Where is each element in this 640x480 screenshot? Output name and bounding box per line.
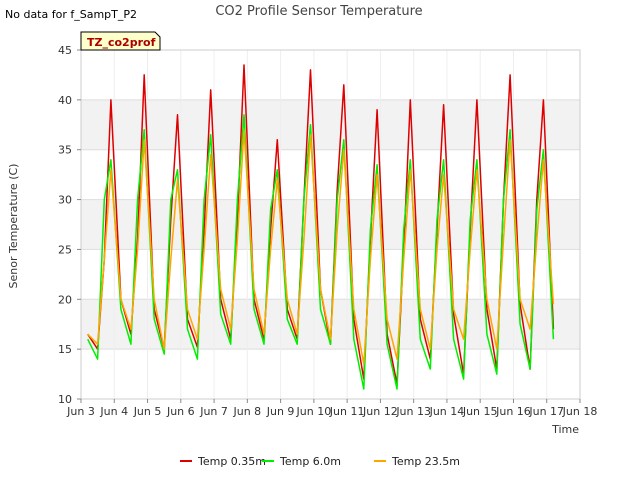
- chart-title: CO2 Profile Sensor Temperature: [215, 4, 422, 19]
- x-tick-label-11: Jun 14: [429, 405, 465, 418]
- badge-shape: [80, 31, 161, 51]
- y-tick-label-1: 15: [58, 343, 72, 356]
- band-1: [81, 199, 580, 250]
- y-tick-label-2: 20: [58, 293, 72, 306]
- y-tick-label-3: 25: [58, 243, 72, 256]
- x-tick-label-14: Jun 17: [528, 405, 564, 418]
- x-tick-label-12: Jun 15: [462, 405, 498, 418]
- x-tick-label-7: Jun 10: [296, 405, 332, 418]
- badge-label: TZ_co2prof: [87, 36, 156, 49]
- plot-frame: [80, 49, 581, 400]
- x-tick-label-2: Jun 5: [133, 405, 162, 418]
- y-tick-label-7: 45: [58, 44, 72, 57]
- y-axis-ticks: 10 15 20 25 30 35 40 45: [58, 44, 81, 406]
- series-line-1: [87, 114, 555, 390]
- y-axis-title: Senor Temperature (C): [7, 164, 20, 289]
- legend-label-0: Temp 0.35m: [197, 455, 266, 468]
- series-group: [87, 64, 555, 390]
- x-axis-ticks: Jun 3 Jun 4 Jun 5 Jun 6 Jun 7 Jun 8 Jun 9 Jun 1…: [66, 399, 597, 418]
- x-tick-label-10: Jun 13: [395, 405, 431, 418]
- x-tick-label-6: Jun 9: [266, 405, 295, 418]
- legend-label-2: Temp 23.5m: [391, 455, 460, 468]
- x-tick-label-15: Jun 18: [562, 405, 598, 418]
- x-tick-label-9: Jun 12: [362, 405, 398, 418]
- badge: TZ_co2prof: [80, 31, 161, 51]
- legend-label-1: Temp 6.0m: [279, 455, 341, 468]
- x-tick-label-4: Jun 7: [199, 405, 228, 418]
- x-tick-label-5: Jun 8: [232, 405, 261, 418]
- plot-bands: [81, 99, 580, 350]
- x-tick-label-0: Jun 3: [66, 405, 95, 418]
- x-tick-label-8: Jun 11: [329, 405, 365, 418]
- band-2: [81, 99, 580, 150]
- series-line-2: [87, 129, 555, 365]
- y-tick-label-4: 30: [58, 194, 72, 207]
- x-tick-label-13: Jun 16: [495, 405, 531, 418]
- legend: Temp 0.35m Temp 6.0m Temp 23.5m: [180, 455, 460, 468]
- y-tick-label-5: 35: [58, 144, 72, 157]
- x-tick-label-3: Jun 6: [166, 405, 195, 418]
- x-axis-title: Time: [551, 423, 579, 436]
- y-tick-label-0: 10: [58, 393, 72, 406]
- no-data-note: No data for f_SampT_P2: [5, 8, 137, 21]
- y-tick-label-6: 40: [58, 94, 72, 107]
- x-tick-label-1: Jun 4: [99, 405, 128, 418]
